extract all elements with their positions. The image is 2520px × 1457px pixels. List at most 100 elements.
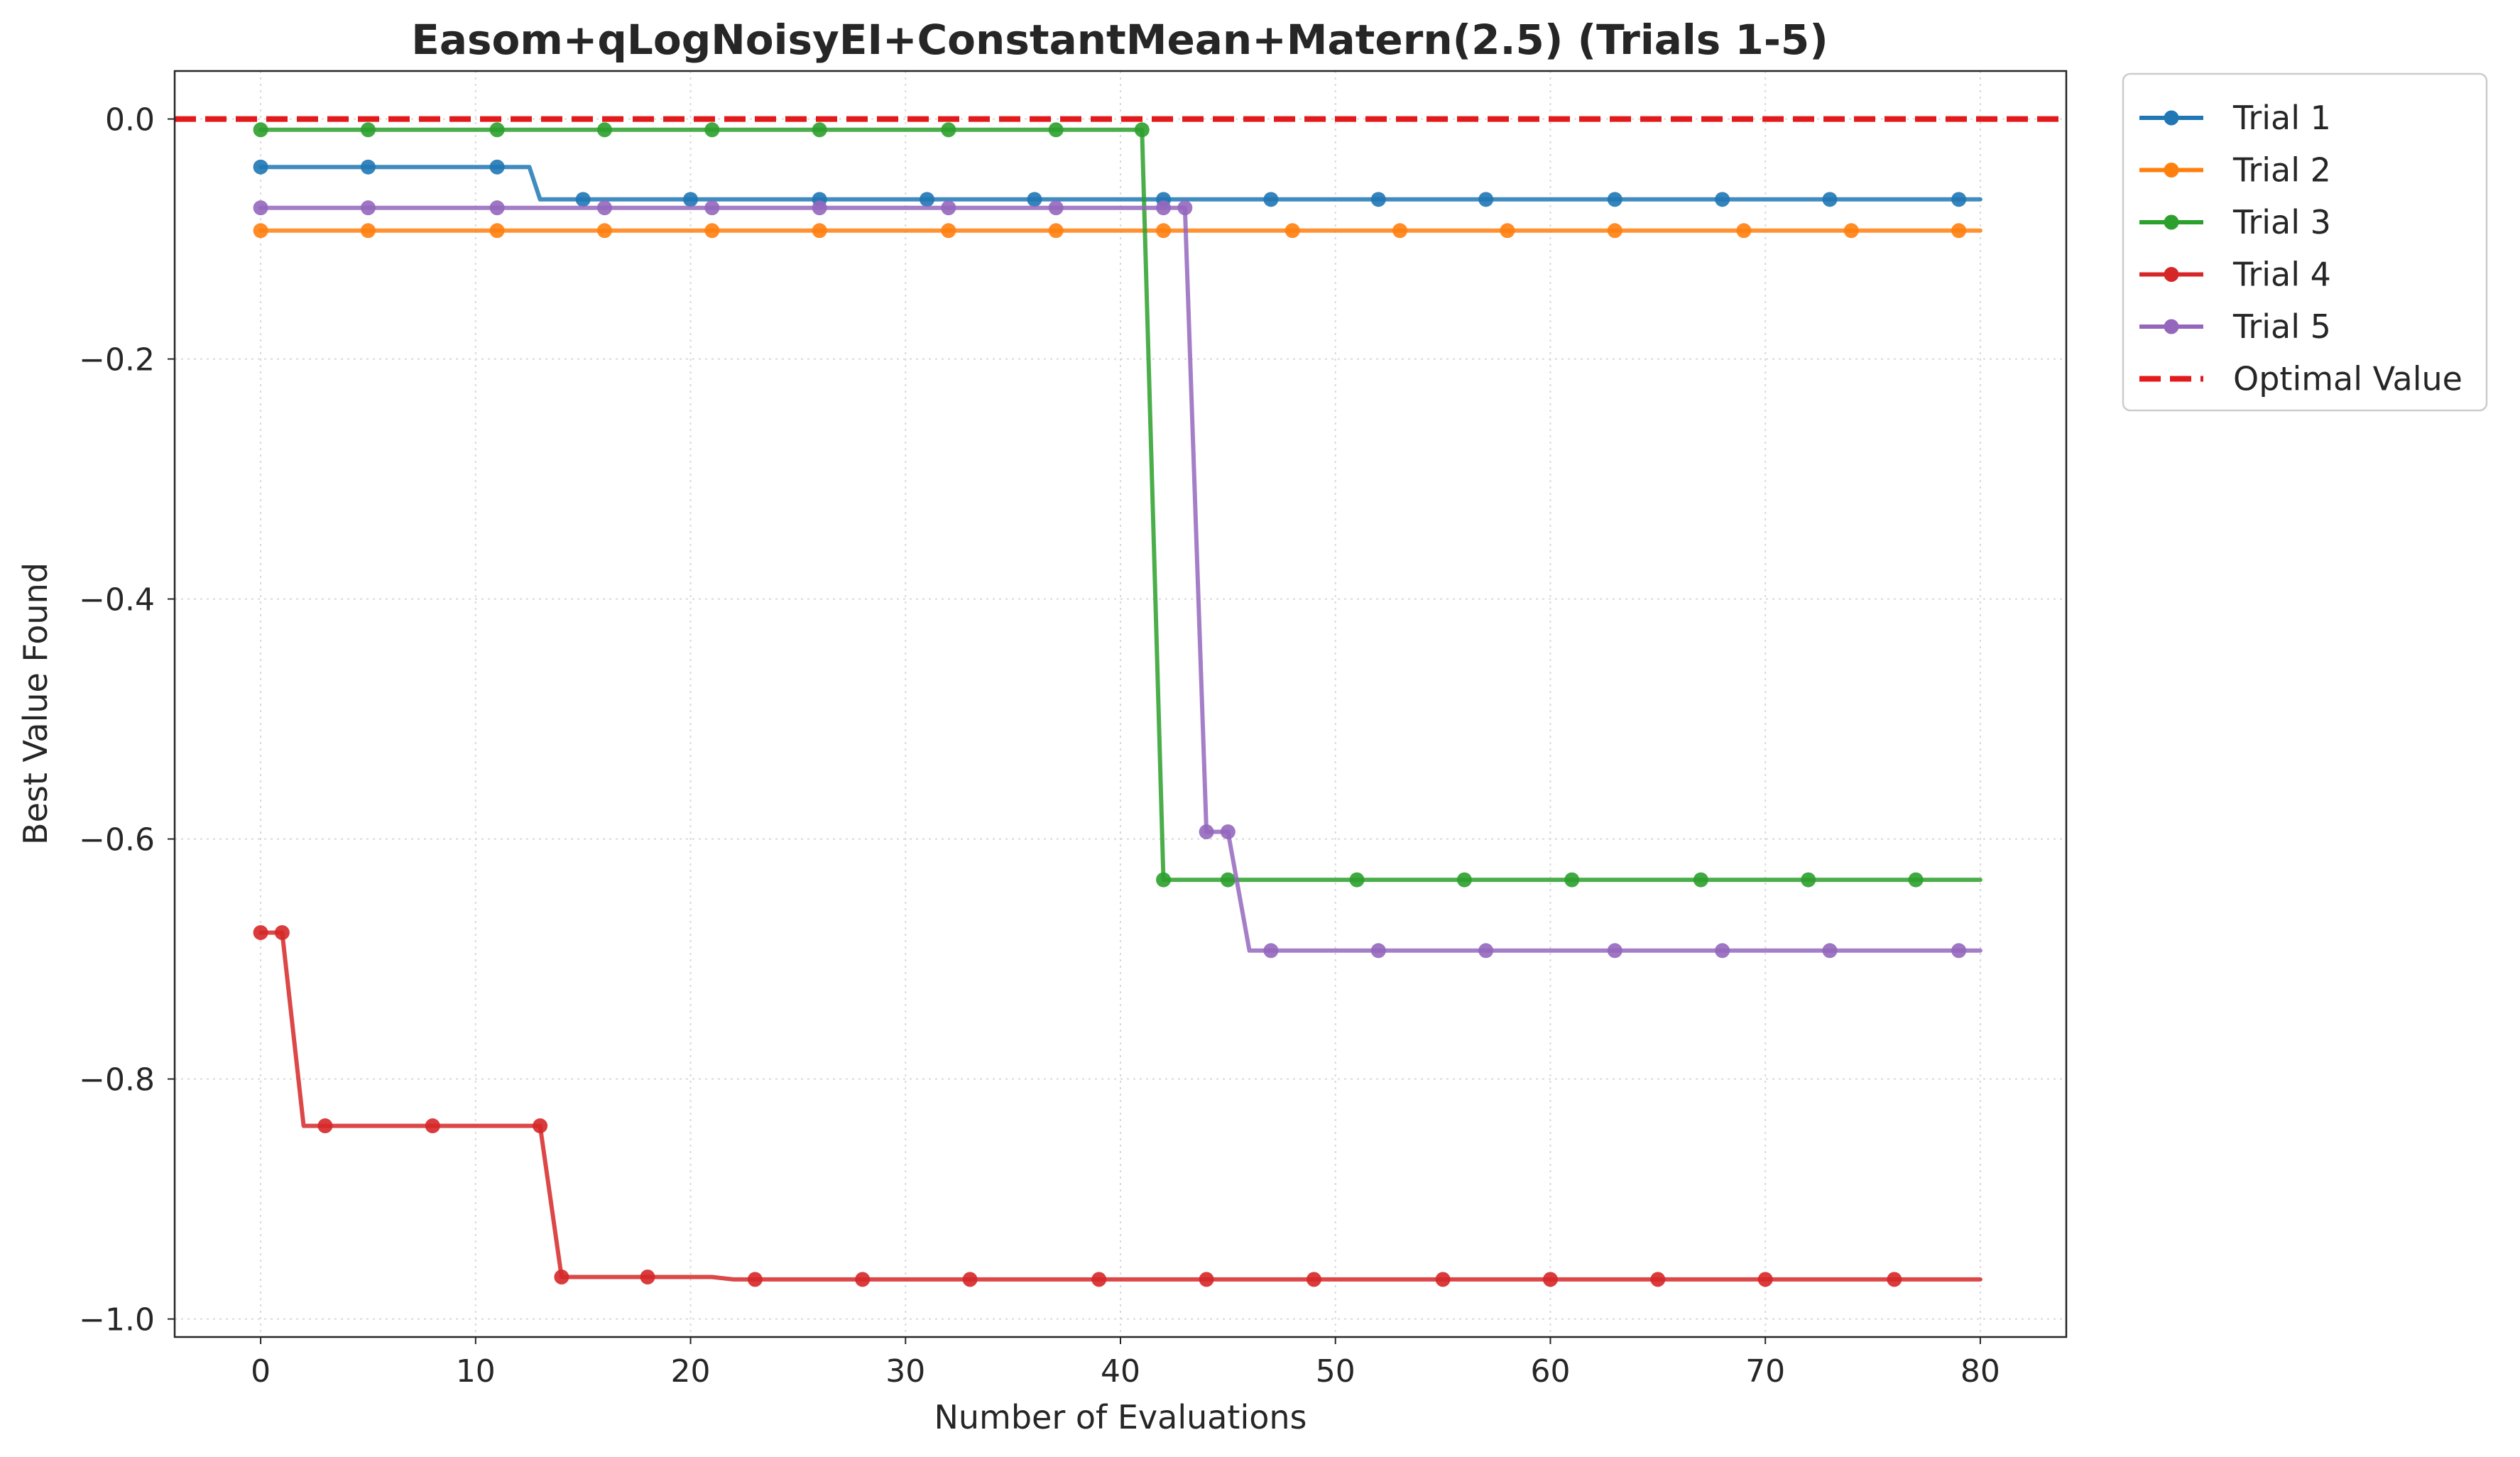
x-axis-label: Number of Evaluations [934, 1398, 1307, 1436]
data-point [1564, 872, 1580, 888]
data-point [1435, 1272, 1451, 1287]
series-trial-1 [253, 159, 1982, 207]
data-point [1757, 1272, 1773, 1287]
data-point [941, 122, 956, 138]
data-point [962, 1272, 978, 1287]
x-tick-label: 70 [1745, 1353, 1785, 1390]
data-point [360, 200, 376, 216]
data-point [1027, 192, 1042, 207]
legend-label: Trial 5 [2232, 307, 2331, 346]
legend-label: Trial 1 [2232, 99, 2331, 137]
data-point [575, 192, 591, 207]
data-point [1177, 200, 1193, 216]
data-point [704, 200, 720, 216]
data-point [253, 159, 268, 175]
data-point [747, 1272, 763, 1287]
data-point [489, 122, 505, 138]
data-point [1951, 223, 1967, 239]
data-point [1220, 824, 1236, 839]
data-point [812, 223, 827, 239]
x-tick-label: 0 [251, 1353, 271, 1390]
legend-marker [2164, 267, 2179, 282]
data-point [1048, 122, 1064, 138]
legend-item: Trial 2 [2139, 151, 2331, 190]
data-point [360, 122, 376, 138]
legend-marker [2164, 163, 2179, 178]
data-point [640, 1269, 655, 1284]
data-point [425, 1118, 440, 1134]
x-tick-label: 80 [1960, 1353, 2000, 1390]
legend-items: Trial 1 Trial 2 Trial 3 Trial 4 Trial 5 Optim… [2139, 99, 2462, 398]
data-point [596, 223, 612, 239]
data-point [253, 223, 268, 239]
data-point [1456, 872, 1472, 888]
data-point [360, 223, 376, 239]
x-tick-label: 20 [671, 1353, 711, 1390]
x-axis-ticks: 0 10 20 30 40 50 60 70 80 [251, 1337, 2000, 1390]
grid [175, 71, 2066, 1337]
data-point [1500, 223, 1515, 239]
data-point [1478, 192, 1494, 207]
legend-item: Trial 5 [2139, 307, 2331, 346]
data-point [1370, 192, 1386, 207]
y-tick-label: −0.8 [79, 1062, 155, 1098]
data-point [812, 200, 827, 216]
data-point [941, 200, 956, 216]
series-line [258, 930, 1982, 1282]
data-point [855, 1272, 871, 1287]
data-point [812, 122, 827, 138]
data-point [1048, 200, 1064, 216]
legend-label: Trial 4 [2232, 256, 2331, 294]
data-point [920, 192, 935, 207]
series-trial-2 [253, 223, 1982, 239]
series-trial-5 [253, 200, 1982, 959]
legend-box [2122, 72, 2488, 412]
data-point [1822, 192, 1838, 207]
legend-label: Trial 2 [2232, 151, 2331, 190]
data-point [1370, 943, 1386, 959]
data-point [1715, 943, 1730, 959]
data-point [1478, 943, 1494, 959]
data-point [1392, 223, 1408, 239]
y-axis-label: Best Value Found [16, 562, 55, 845]
x-tick-label: 60 [1530, 1353, 1570, 1390]
data-point [489, 200, 505, 216]
data-point [533, 1118, 548, 1134]
data-point [1693, 872, 1708, 888]
series-trial-4 [253, 924, 1982, 1287]
data-point [1220, 872, 1236, 888]
data-point [360, 159, 376, 175]
data-point [1843, 223, 1859, 239]
chart-title: Easom+qLogNoisyEI+ConstantMean+Matern(2.… [411, 16, 1828, 64]
data-point [1801, 872, 1816, 888]
data-point [1542, 1272, 1558, 1287]
x-tick-label: 50 [1316, 1353, 1356, 1390]
legend-label: Trial 3 [2232, 203, 2331, 241]
legend-item: Trial 3 [2139, 203, 2331, 241]
legend-label: Optimal Value [2233, 360, 2462, 398]
legend-marker [2164, 214, 2179, 230]
y-tick-label: −0.6 [79, 822, 155, 858]
data-point [1607, 192, 1622, 207]
data-point [1349, 872, 1365, 888]
data-point [1715, 192, 1730, 207]
legend-item: Trial 1 [2139, 99, 2331, 137]
data-point [1951, 192, 1967, 207]
data-point [1822, 943, 1838, 959]
data-point [1156, 872, 1172, 888]
data-point [489, 223, 505, 239]
y-tick-label: −1.0 [79, 1302, 155, 1338]
data-point [1156, 200, 1172, 216]
y-tick-label: −0.2 [79, 342, 155, 378]
data-point [1306, 1272, 1321, 1287]
data-point [489, 159, 505, 175]
data-point [596, 200, 612, 216]
data-point [253, 122, 268, 138]
legend-marker [2164, 319, 2179, 334]
x-tick-label: 10 [456, 1353, 496, 1390]
data-point [596, 122, 612, 138]
data-point [1284, 223, 1300, 239]
data-point [317, 1118, 333, 1134]
